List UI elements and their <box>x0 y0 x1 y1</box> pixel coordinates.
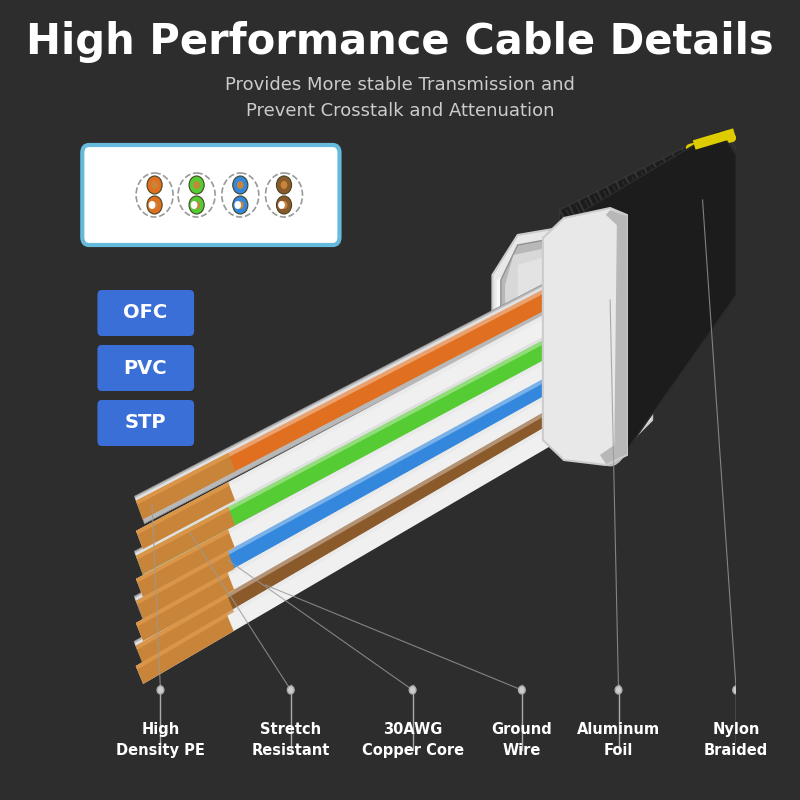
Polygon shape <box>497 245 568 410</box>
Polygon shape <box>501 225 644 438</box>
Text: Stretch
Resistant: Stretch Resistant <box>251 722 330 758</box>
Polygon shape <box>136 381 606 664</box>
Circle shape <box>151 181 158 189</box>
Text: PVC: PVC <box>123 358 167 378</box>
Polygon shape <box>134 377 607 669</box>
Text: OFC: OFC <box>123 303 167 322</box>
Polygon shape <box>136 507 230 559</box>
Circle shape <box>157 686 164 694</box>
Circle shape <box>149 201 155 209</box>
Polygon shape <box>136 572 234 641</box>
Polygon shape <box>493 215 652 445</box>
Circle shape <box>189 196 204 214</box>
Text: STP: STP <box>125 414 166 433</box>
Circle shape <box>281 201 287 209</box>
Circle shape <box>189 176 204 194</box>
Circle shape <box>287 686 294 694</box>
Circle shape <box>151 201 158 209</box>
Polygon shape <box>136 261 600 505</box>
Polygon shape <box>136 453 230 505</box>
Polygon shape <box>600 210 627 464</box>
Circle shape <box>518 686 526 694</box>
Polygon shape <box>136 551 234 619</box>
Circle shape <box>277 196 291 214</box>
Polygon shape <box>136 261 605 519</box>
Polygon shape <box>136 396 606 684</box>
Circle shape <box>147 196 162 214</box>
Circle shape <box>615 686 622 694</box>
Polygon shape <box>572 130 736 455</box>
Polygon shape <box>136 551 229 605</box>
Ellipse shape <box>577 215 644 465</box>
FancyBboxPatch shape <box>98 345 194 391</box>
Polygon shape <box>136 396 599 670</box>
Circle shape <box>277 176 291 194</box>
Polygon shape <box>136 530 235 597</box>
Polygon shape <box>136 311 600 559</box>
Polygon shape <box>560 130 736 450</box>
Polygon shape <box>136 349 606 619</box>
Polygon shape <box>134 378 598 647</box>
Polygon shape <box>136 482 235 549</box>
FancyBboxPatch shape <box>98 400 194 446</box>
Circle shape <box>234 201 241 209</box>
Polygon shape <box>134 256 606 524</box>
Circle shape <box>194 181 200 189</box>
Polygon shape <box>136 311 605 574</box>
Text: High
Density PE: High Density PE <box>116 722 205 758</box>
Polygon shape <box>505 240 594 418</box>
Polygon shape <box>136 594 234 664</box>
Circle shape <box>733 686 739 694</box>
Circle shape <box>237 181 244 189</box>
Polygon shape <box>518 255 555 415</box>
Polygon shape <box>136 453 235 519</box>
Ellipse shape <box>585 245 618 415</box>
Polygon shape <box>136 331 605 597</box>
Circle shape <box>410 686 416 694</box>
Polygon shape <box>136 613 234 684</box>
Ellipse shape <box>595 245 634 445</box>
Polygon shape <box>136 482 230 534</box>
Text: High Performance Cable Details: High Performance Cable Details <box>26 21 774 63</box>
Polygon shape <box>136 381 599 650</box>
Circle shape <box>233 196 248 214</box>
Polygon shape <box>136 286 600 534</box>
Polygon shape <box>543 208 627 465</box>
Circle shape <box>281 181 287 189</box>
Text: 30AWG
Copper Core: 30AWG Copper Core <box>362 722 464 758</box>
Circle shape <box>190 201 198 209</box>
Circle shape <box>147 176 162 194</box>
FancyBboxPatch shape <box>98 290 194 336</box>
Polygon shape <box>135 346 598 602</box>
Polygon shape <box>136 366 606 641</box>
Polygon shape <box>136 572 229 626</box>
Text: Aluminum
Foil: Aluminum Foil <box>577 722 660 758</box>
Circle shape <box>237 201 244 209</box>
Circle shape <box>194 201 200 209</box>
Circle shape <box>233 176 248 194</box>
Polygon shape <box>136 331 600 582</box>
Polygon shape <box>136 507 235 574</box>
Polygon shape <box>136 286 605 549</box>
Polygon shape <box>135 308 598 557</box>
Polygon shape <box>136 613 228 670</box>
Text: Ground
Wire: Ground Wire <box>491 722 552 758</box>
Text: Provides More stable Transmission and
Prevent Crosstalk and Attenuation: Provides More stable Transmission and Pr… <box>225 76 575 120</box>
Polygon shape <box>134 306 607 578</box>
Polygon shape <box>134 344 607 624</box>
Polygon shape <box>136 366 599 626</box>
Text: Nylon
Braided: Nylon Braided <box>704 722 768 758</box>
Polygon shape <box>136 594 228 650</box>
Polygon shape <box>135 258 598 502</box>
Circle shape <box>278 201 285 209</box>
Polygon shape <box>136 530 230 582</box>
Polygon shape <box>136 349 600 605</box>
FancyBboxPatch shape <box>82 145 339 245</box>
